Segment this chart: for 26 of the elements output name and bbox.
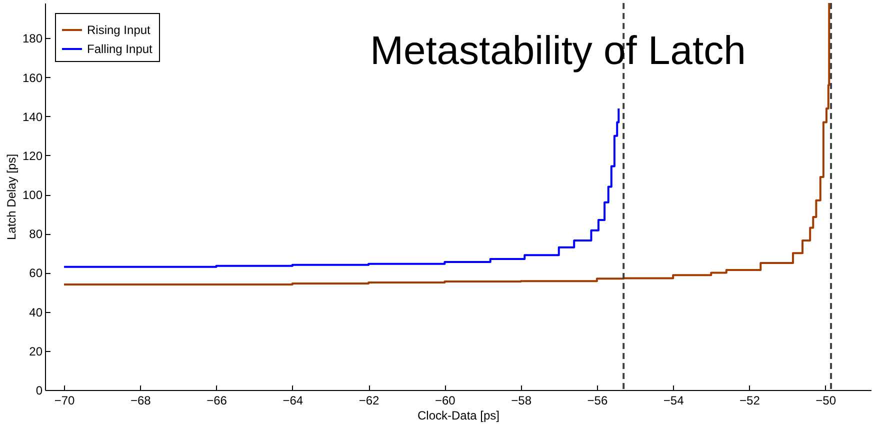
text: Metastability of Latch [370, 29, 746, 73]
y-tick-label: 40 [29, 305, 43, 320]
x-tick-label: −68 [130, 394, 152, 408]
x-tick-label: −70 [54, 394, 76, 408]
x-axis-title: Clock-Data [ps] [417, 408, 500, 422]
y-tick-label: 100 [22, 188, 43, 202]
y-axis-title: Latch Delay [ps] [4, 154, 18, 240]
y-tick-label: 120 [22, 148, 43, 163]
x-tick-label: −60 [435, 394, 456, 408]
y-tick-label: 160 [22, 70, 43, 85]
y-tick-label: 20 [29, 344, 43, 358]
x-tick-label: −64 [282, 394, 304, 408]
y-tick-label: 0 [36, 384, 43, 398]
y-tick-label: 60 [29, 266, 43, 280]
x-tick-label: −58 [511, 394, 532, 408]
x-tick-label: −66 [206, 394, 228, 408]
y-tick-label: 80 [29, 227, 43, 242]
y-tick-label: 140 [22, 110, 43, 124]
x-tick-label: −54 [663, 394, 684, 408]
x-tick-label: −52 [740, 394, 760, 408]
x-tick-label: −62 [358, 394, 380, 408]
x-tick-label: −56 [587, 394, 608, 408]
legend-label: Rising Input [87, 23, 152, 37]
y-tick-label: 180 [22, 32, 43, 46]
x-tick-label: −50 [816, 394, 836, 408]
legend-label: Falling Input [87, 42, 154, 56]
